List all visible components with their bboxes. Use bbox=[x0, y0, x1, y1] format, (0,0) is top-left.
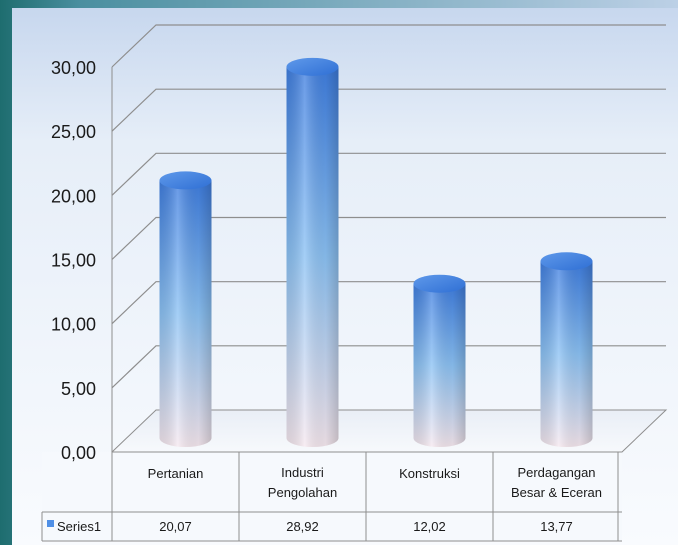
bar-cap bbox=[286, 57, 339, 76]
legend-label: Series1 bbox=[57, 519, 101, 534]
table-background bbox=[42, 452, 622, 541]
y-tick-label: 0,00 bbox=[61, 443, 96, 463]
gridline bbox=[111, 345, 666, 389]
y-tick-label: 30,00 bbox=[51, 58, 96, 78]
bar-shading bbox=[413, 283, 466, 447]
y-tick-label: 10,00 bbox=[51, 315, 96, 335]
bar bbox=[286, 57, 339, 448]
gridline bbox=[111, 281, 666, 325]
bar-shading bbox=[286, 66, 339, 448]
gridline bbox=[111, 152, 666, 196]
bar bbox=[540, 252, 593, 447]
gridline bbox=[111, 24, 666, 68]
y-tick-label: 20,00 bbox=[51, 186, 96, 206]
bar bbox=[413, 274, 466, 447]
y-tick-label: 25,00 bbox=[51, 122, 96, 142]
data-label: 12,02 bbox=[413, 519, 446, 534]
category-label: Besar & Eceran bbox=[511, 485, 602, 500]
gridlines bbox=[111, 24, 666, 452]
category-label: Perdagangan bbox=[517, 465, 595, 480]
gridline bbox=[111, 216, 666, 260]
category-label: Pertanian bbox=[148, 466, 204, 481]
data-table bbox=[41, 451, 622, 542]
labels: 0,00 5,00 10,00 15,00 20,00 25,00 30,00 Pertani… bbox=[51, 58, 602, 534]
category-label: Industri bbox=[281, 465, 324, 480]
bar-cap bbox=[540, 252, 593, 271]
y-tick-label: 5,00 bbox=[61, 379, 96, 399]
data-label: 20,07 bbox=[159, 519, 192, 534]
bar-cap bbox=[159, 171, 212, 190]
y-tick-label: 15,00 bbox=[51, 251, 96, 271]
gridline bbox=[111, 88, 666, 132]
bars bbox=[159, 57, 593, 448]
category-label: Pengolahan bbox=[268, 485, 337, 500]
bar-shading bbox=[540, 261, 593, 447]
data-label: 28,92 bbox=[286, 519, 319, 534]
legend-key bbox=[47, 520, 54, 527]
bar-shading bbox=[159, 180, 212, 447]
bar bbox=[159, 171, 212, 447]
bar-cap bbox=[413, 274, 466, 293]
category-label: Konstruksi bbox=[399, 466, 460, 481]
data-label: 13,77 bbox=[540, 519, 573, 534]
